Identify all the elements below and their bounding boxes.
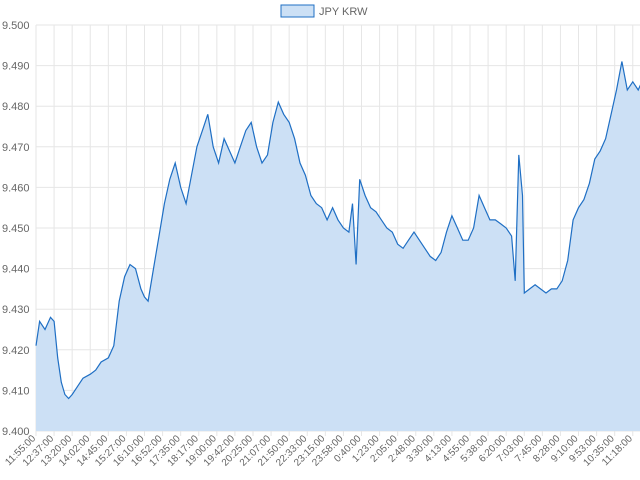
series-area-fill [36, 61, 640, 431]
legend-swatch [280, 4, 315, 18]
legend-label: JPY KRW [319, 6, 368, 18]
y-tick-label: 9.410 [2, 385, 30, 397]
x-axis: 11:55:0012:37:0013:20:0014:02:0014:45:00… [3, 433, 635, 469]
area-layer [35, 61, 640, 431]
y-tick-label: 9.430 [2, 304, 30, 316]
legend: JPY KRW [280, 4, 368, 18]
y-tick-label: 9.450 [2, 223, 30, 235]
y-tick-label: 9.470 [2, 142, 30, 154]
y-tick-label: 9.460 [2, 182, 30, 194]
y-tick-label: 9.400 [2, 426, 30, 438]
y-axis: 9.400 9.410 9.420 9.430 9.440 9.450 9.460 9.470… [2, 20, 30, 438]
series-line [35, 61, 640, 400]
y-tick-label: 9.500 [2, 20, 30, 32]
y-tick-label: 9.480 [2, 101, 30, 113]
y-tick-label: 9.440 [2, 264, 30, 276]
y-tick-label: 9.420 [2, 345, 30, 357]
y-tick-label: 9.490 [2, 61, 30, 73]
